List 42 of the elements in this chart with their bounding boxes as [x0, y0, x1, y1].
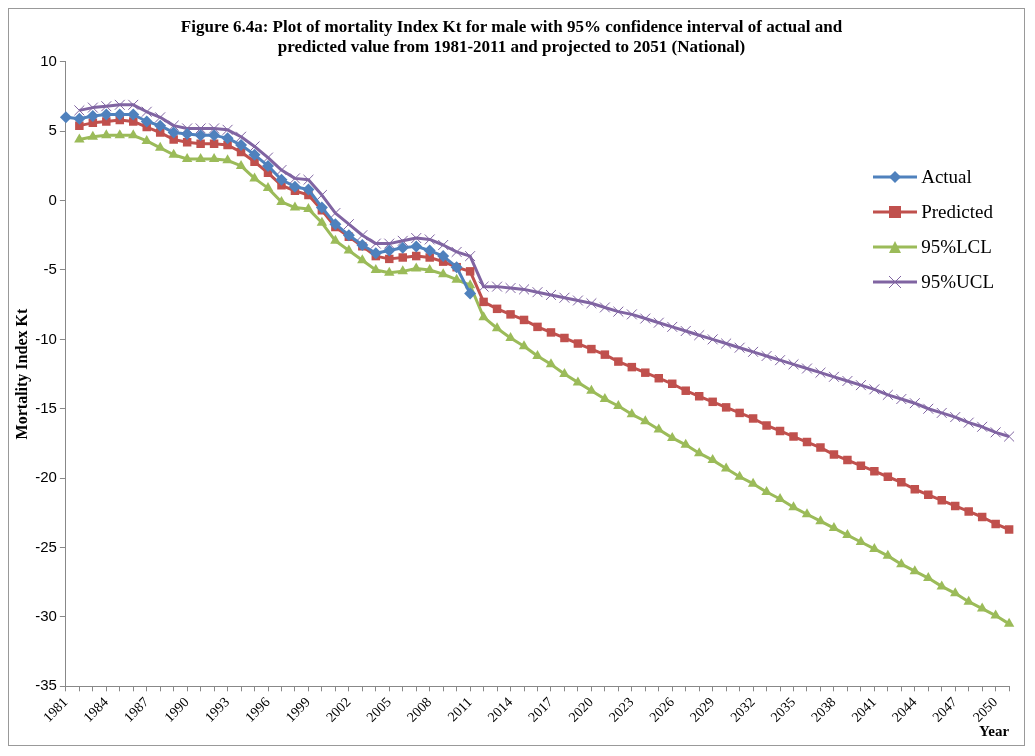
y-tick-label: -30 [35, 607, 57, 625]
point [383, 244, 396, 257]
x-axis-title: Year [979, 722, 1010, 739]
legend-label: 95%UCL [921, 270, 994, 293]
y-tick-label: -5 [43, 260, 57, 278]
y-tick-label: -20 [35, 468, 57, 486]
point [86, 109, 99, 122]
point [221, 132, 234, 145]
point [140, 115, 153, 128]
y-tick-label: 5 [48, 121, 57, 139]
point [73, 112, 86, 125]
point [288, 180, 301, 193]
point [329, 218, 342, 231]
point [369, 247, 382, 260]
point [235, 139, 248, 152]
point [315, 201, 328, 214]
legend-label: Actual [921, 165, 972, 188]
y-tick-label: -15 [35, 398, 57, 416]
y-tick-label: -10 [35, 329, 57, 347]
point [167, 126, 180, 139]
point [275, 173, 288, 186]
point [423, 244, 436, 257]
point [356, 238, 369, 251]
point [396, 241, 409, 254]
legend-label: 95%LCL [921, 235, 992, 258]
legend-label: Predicted [921, 200, 993, 223]
point [437, 250, 450, 263]
chart-title: Figure 6.4a: Plot of mortality Index Kt for male with 95% confidence interval of actual and predicted value from 1981-2011 and projected to 2051 (National) [180, 16, 843, 56]
point [194, 129, 207, 142]
point [59, 111, 72, 124]
y-tick-label: 10 [40, 51, 57, 69]
y-tick-label: -25 [35, 537, 57, 555]
point [410, 240, 423, 253]
y-axis-title: Mortality Index Kt [12, 308, 31, 440]
point [302, 183, 315, 196]
y-tick-label: 0 [48, 190, 57, 208]
point [464, 287, 477, 300]
point [154, 119, 167, 132]
point [262, 159, 274, 172]
y-tick-label: -35 [35, 676, 57, 694]
point [208, 129, 221, 142]
point [248, 148, 261, 161]
